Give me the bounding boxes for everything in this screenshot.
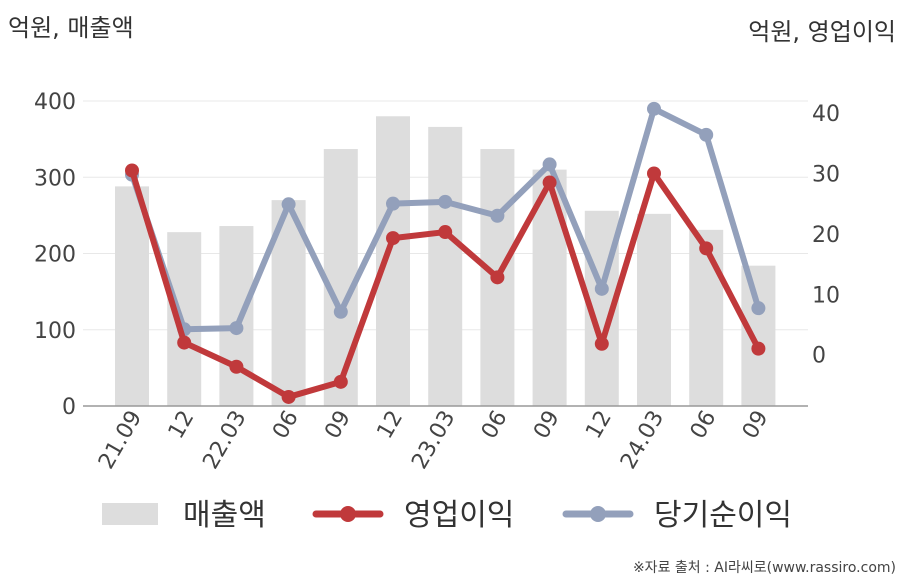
operating-profit-point — [229, 359, 244, 374]
revenue-bar — [323, 149, 358, 406]
net-income-point — [229, 321, 244, 336]
x-axis-tick-label: 23.03 — [407, 407, 460, 474]
x-axis-tick-label: 12 — [373, 407, 409, 444]
left-axis-tick-label: 200 — [34, 243, 76, 268]
x-axis-tick-label: 09 — [529, 407, 565, 444]
revenue-bar — [376, 116, 410, 406]
operating-profit-point — [125, 163, 139, 178]
net-income-point — [281, 197, 296, 212]
revenue-bar — [219, 226, 254, 406]
net-income-point — [699, 127, 714, 142]
x-axis-tick-label: 22.03 — [198, 407, 251, 474]
operating-profit-point — [542, 175, 557, 190]
legend: 매출액 영업이익 당기순이익 — [102, 498, 792, 533]
left-axis-tick-label: 100 — [34, 319, 76, 344]
bar-series-revenue — [115, 116, 776, 407]
x-axis-tick-label: 12 — [164, 407, 200, 444]
operating-profit-point — [490, 270, 505, 285]
right-axis-ticks: 0 10 20 30 40 — [812, 102, 840, 369]
revenue-bar — [167, 232, 202, 406]
revenue-bar — [689, 229, 724, 406]
operating-profit-point — [281, 389, 296, 404]
net-income-point — [333, 304, 348, 319]
legend-label-net-income: 당기순이익 — [654, 498, 792, 533]
left-axis-ticks: 0 100 200 300 400 — [34, 90, 76, 420]
net-income-point — [542, 157, 557, 172]
legend-marker-operating-profit — [340, 506, 356, 522]
revenue-bar — [115, 186, 149, 406]
source-footer: ※자료 출처 : AI라씨로(www.rassiro.com) — [633, 560, 896, 576]
legend-marker-net-income — [590, 506, 606, 522]
x-axis-tick-label: 06 — [477, 407, 513, 444]
left-axis-tick-label: 0 — [62, 395, 76, 420]
operating-profit-point — [333, 374, 348, 389]
operating-profit-point — [594, 336, 609, 351]
x-axis-tick-label: 09 — [320, 407, 356, 444]
net-income-point — [490, 208, 505, 223]
operating-profit-point — [751, 341, 766, 356]
right-axis-tick-label: 10 — [812, 283, 840, 308]
operating-profit-point — [699, 241, 714, 256]
net-income-point — [594, 281, 609, 296]
left-axis-tick-label: 400 — [34, 90, 76, 115]
net-income-point — [647, 101, 661, 116]
operating-profit-point — [386, 231, 400, 246]
legend-label-revenue: 매출액 — [183, 498, 266, 533]
right-axis-tick-label: 20 — [812, 223, 840, 248]
left-axis-tick-label: 300 — [34, 166, 76, 191]
revenue-bar — [428, 126, 463, 407]
right-axis-unit-label: 억원, 영업이익 — [748, 18, 896, 46]
line-series — [125, 101, 766, 404]
legend-swatch-revenue — [102, 503, 158, 525]
revenue-bar — [741, 265, 776, 406]
right-axis-tick-label: 40 — [812, 102, 840, 127]
revenue-bar — [637, 213, 671, 406]
right-axis-tick-label: 0 — [812, 344, 826, 369]
x-axis-tick-label: 06 — [268, 407, 304, 444]
x-axis-tick-label: 24.03 — [616, 407, 669, 474]
operating-profit-point — [647, 166, 661, 181]
x-axis-tick-label: 09 — [738, 407, 774, 444]
right-axis-tick-label: 30 — [812, 162, 840, 187]
net-income-point — [438, 194, 453, 209]
x-axis-tick-label: 12 — [581, 407, 617, 444]
operating-profit-point — [438, 225, 453, 240]
left-axis-unit-label: 억원, 매출액 — [8, 14, 134, 42]
net-income-point — [386, 196, 400, 211]
legend-label-operating-profit: 영업이익 — [404, 498, 514, 533]
operating-profit-point — [177, 335, 192, 350]
x-axis-tick-label: 06 — [686, 407, 722, 444]
net-income-point — [751, 301, 766, 316]
x-axis-ticks: 21.09 12 22.03 06 09 12 23.03 06 09 12 24.03 06 09 — [94, 407, 774, 474]
x-axis-tick-label: 21.09 — [94, 407, 147, 474]
